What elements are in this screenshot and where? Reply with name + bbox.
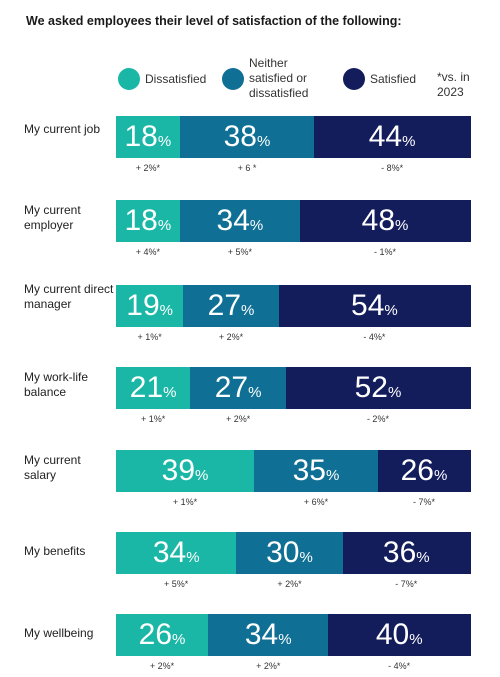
data-label-dissatisfied: 18% [124, 120, 172, 153]
bar-segment-dissatisfied [116, 285, 184, 327]
data-label-neither: 35% [292, 454, 340, 487]
data-label-dissatisfied: 39% [161, 454, 209, 487]
data-label-satisfied: 40% [375, 618, 423, 651]
bar-wellbeing: 26% 34% 40% [116, 614, 471, 656]
bar-benefits: 34% 30% 36% [116, 532, 471, 574]
data-label-satisfied: 44% [368, 120, 416, 153]
change-label-neither: + 6 * [237, 163, 257, 173]
bar-segment-satisfied [377, 450, 471, 492]
change-label-satisfied: - 2%* [366, 414, 389, 424]
bar-segment-neither [179, 116, 315, 158]
data-label-neither: 27% [207, 289, 255, 322]
data-label-satisfied: 36% [382, 536, 430, 569]
bar-segment-satisfied [342, 532, 471, 574]
bar-segment-dissatisfied [116, 614, 209, 656]
bar-current-employer: 18% 34% 48% [116, 200, 471, 242]
data-label-dissatisfied: 34% [152, 536, 200, 569]
change-label-dissatisfied: + 4%* [135, 247, 160, 257]
bar-segment-satisfied [300, 200, 471, 242]
bar-segment-neither [208, 614, 329, 656]
bar-segment-neither [236, 532, 344, 574]
change-label-neither: + 2%* [218, 332, 244, 342]
change-label-neither: + 5%* [227, 247, 253, 257]
chart-title: We asked employees their level of satisf… [26, 14, 402, 28]
bar-work-life-balance: 21% 27% 52% [116, 367, 471, 409]
data-label-dissatisfied: 19% [126, 289, 173, 322]
data-label-neither: 27% [214, 371, 262, 404]
change-label-dissatisfied: + 2%* [135, 163, 160, 173]
change-label-dissatisfied: + 2%* [149, 661, 175, 671]
bar-segment-satisfied [285, 367, 471, 409]
bar-segment-dissatisfied [116, 116, 181, 158]
change-label-dissatisfied: + 1%* [141, 414, 166, 424]
bar-segment-dissatisfied [116, 450, 255, 492]
bar-segment-dissatisfied [116, 532, 237, 574]
legend-label-neither: Neither satisfied or dissatisfied [249, 56, 309, 100]
legend-swatch-neither [222, 68, 244, 90]
bar-segment-neither [190, 367, 287, 409]
data-label-satisfied: 52% [354, 371, 402, 404]
change-label-satisfied: - 4%* [363, 332, 386, 342]
change-label-dissatisfied: + 1%* [172, 497, 198, 507]
data-label-dissatisfied: 21% [129, 371, 177, 404]
bar-segment-satisfied [328, 614, 471, 656]
data-label-neither: 34% [216, 204, 264, 237]
comparison-note: *vs. in 2023 [437, 70, 470, 99]
change-label-satisfied: - 1%* [374, 247, 397, 257]
data-label-satisfied: 26% [400, 454, 448, 487]
bar-direct-manager: 19% 27% 54% [116, 285, 471, 327]
change-label-satisfied: - 7%* [395, 579, 418, 589]
change-label-dissatisfied: + 5%* [164, 579, 189, 589]
bar-current-salary: 39% 35% 26% [116, 450, 471, 492]
change-label-satisfied: - 4%* [388, 661, 411, 671]
category-label-wellbeing: My wellbeing [24, 626, 94, 640]
legend: Dissatisfied Neither satisfied or dissat… [0, 0, 500, 110]
legend-label-dissatisfied: Dissatisfied [145, 72, 207, 86]
change-label-neither: + 2%* [256, 661, 281, 671]
bar-segment-dissatisfied [116, 200, 181, 242]
data-label-neither: 38% [223, 120, 271, 153]
data-label-satisfied: 48% [361, 204, 409, 237]
change-label-satisfied: - 7%* [412, 497, 435, 507]
bar-segment-satisfied [278, 285, 471, 327]
data-label-neither: 34% [244, 618, 292, 651]
bar-segment-satisfied [314, 116, 471, 158]
legend-swatch-satisfied [343, 68, 365, 90]
bar-segment-neither [254, 450, 379, 492]
category-label-current-job: My current job [24, 122, 101, 136]
data-label-dissatisfied: 26% [138, 618, 186, 651]
change-label-neither: + 2%* [277, 579, 302, 589]
change-label-satisfied: - 8%* [381, 163, 404, 173]
data-label-satisfied: 54% [351, 289, 398, 322]
bar-segment-neither [179, 200, 301, 242]
bar-current-job: 18% 38% 44% [116, 116, 471, 158]
data-label-dissatisfied: 18% [124, 204, 172, 237]
legend-label-satisfied: Satisfied [370, 72, 417, 86]
bar-segment-dissatisfied [116, 367, 191, 409]
data-label-neither: 30% [266, 536, 313, 569]
change-label-dissatisfied: + 1%* [137, 332, 162, 342]
change-label-neither: + 6%* [303, 497, 329, 507]
category-label-current-salary: My current salary [24, 453, 81, 482]
bar-segment-neither [183, 285, 280, 327]
category-label-benefits: My benefits [24, 544, 86, 558]
category-label-work-life-balance: My work-life balance [24, 370, 89, 399]
category-label-current-employer: My current employer [24, 203, 81, 232]
change-label-neither: + 2%* [225, 414, 251, 424]
category-label-direct-manager: My current direct manager [24, 282, 114, 311]
legend-swatch-dissatisfied [118, 68, 140, 90]
